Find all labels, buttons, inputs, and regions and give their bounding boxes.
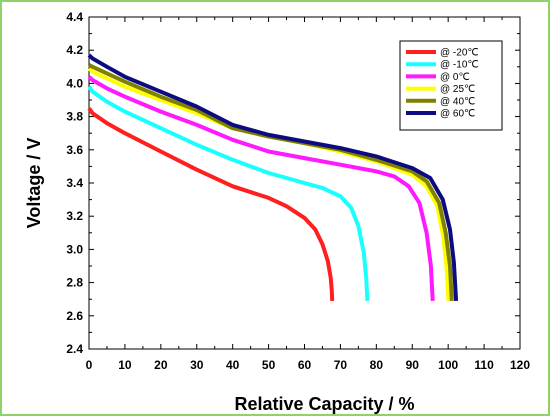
x-tick-label: 50 xyxy=(262,358,276,372)
x-tick-label: 20 xyxy=(154,358,168,372)
legend-label: @ 25℃ xyxy=(440,84,475,95)
y-tick-label: 2.6 xyxy=(66,309,83,323)
y-tick-label: 2.8 xyxy=(66,276,83,290)
series-line xyxy=(87,75,435,302)
y-tick-label: 3.0 xyxy=(66,242,83,256)
series-line xyxy=(87,107,335,301)
series-line xyxy=(87,53,459,302)
x-tick-label: 30 xyxy=(190,358,204,372)
x-tick-label: 70 xyxy=(334,358,348,372)
x-tick-label: 40 xyxy=(226,358,240,372)
y-tick-label: 2.4 xyxy=(66,342,83,356)
legend-label: @ -10℃ xyxy=(440,60,479,71)
y-tick-label: 3.4 xyxy=(66,176,83,190)
x-tick-label: 100 xyxy=(438,358,458,372)
y-axis-title: Voltage / V xyxy=(24,138,44,229)
x-tick-label: 80 xyxy=(370,358,384,372)
legend-label: @ -20℃ xyxy=(440,48,479,59)
series-line xyxy=(87,85,370,302)
y-tick-label: 4.0 xyxy=(66,76,83,90)
y-tick-label: 4.4 xyxy=(66,10,83,24)
legend-label: @ 40℃ xyxy=(440,96,475,107)
x-tick-label: 60 xyxy=(298,358,312,372)
y-tick-label: 3.6 xyxy=(66,143,83,157)
x-tick-label: 0 xyxy=(86,358,93,372)
legend-label: @ 60℃ xyxy=(440,109,475,120)
x-tick-label: 110 xyxy=(474,358,494,372)
legend-label: @ 0℃ xyxy=(440,72,470,83)
x-axis-title: Relative Capacity / % xyxy=(234,394,414,414)
x-tick-label: 120 xyxy=(510,358,530,372)
legend-box xyxy=(399,40,503,131)
y-tick-label: 3.8 xyxy=(66,110,83,124)
x-tick-label: 90 xyxy=(406,358,420,372)
x-tick-label: 10 xyxy=(118,358,132,372)
y-tick-label: 4.2 xyxy=(66,43,83,57)
y-tick-label: 3.2 xyxy=(66,209,83,223)
